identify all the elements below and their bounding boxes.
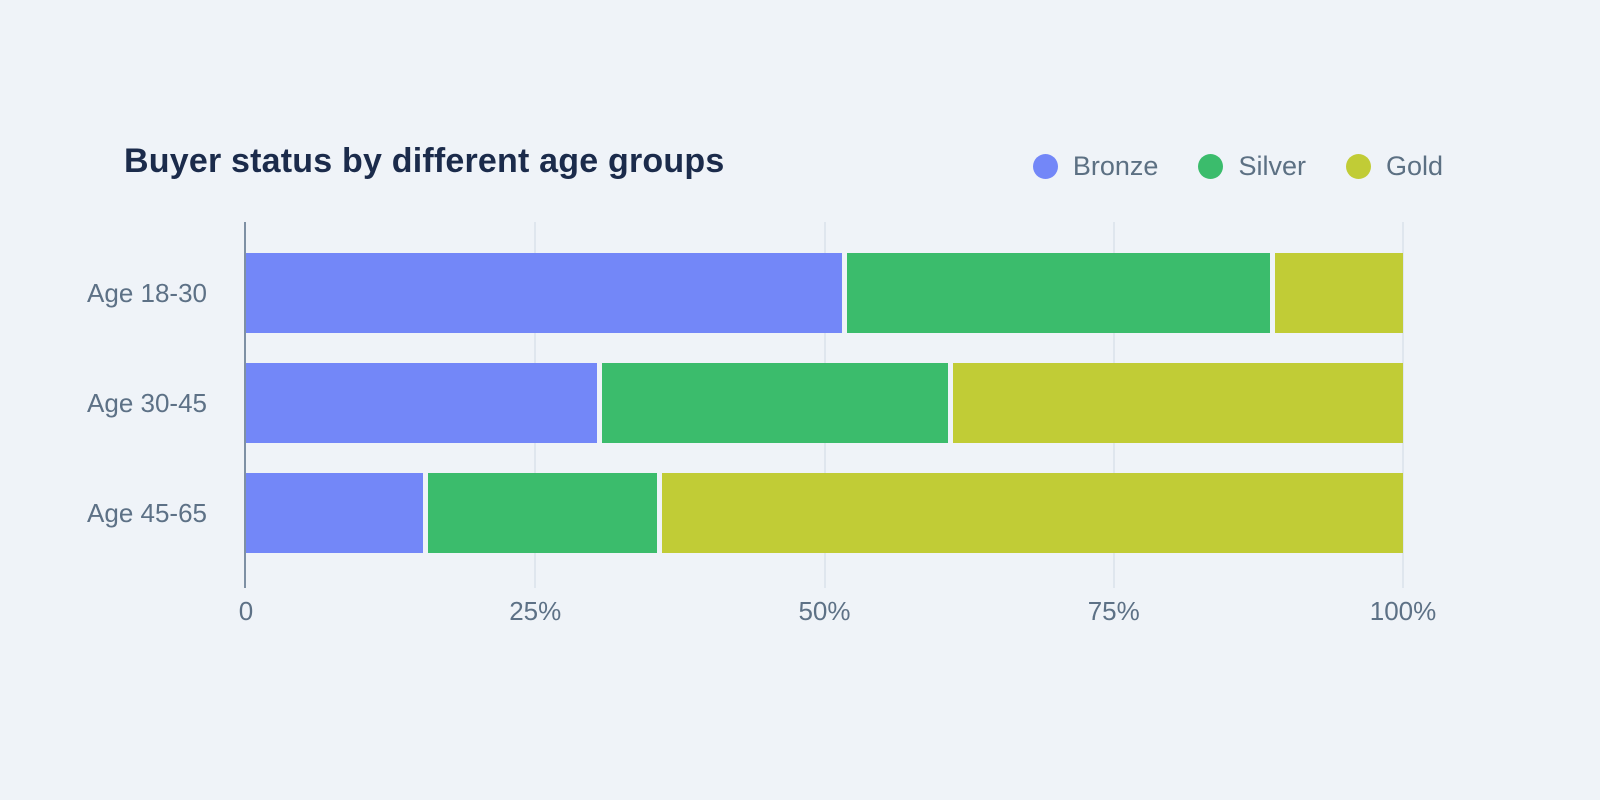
x-tick-label: 75% <box>1087 596 1140 626</box>
bar-segment-bronze[interactable] <box>246 253 842 333</box>
legend-label: Bronze <box>1072 151 1159 181</box>
x-tick-label: 0 <box>238 596 254 626</box>
bar-row-age-30-45: Age 30-45 <box>87 363 1403 443</box>
gridline-100 <box>1402 222 1404 588</box>
x-tick-label: 50% <box>798 596 851 626</box>
x-tick-label: 25% <box>509 596 562 626</box>
y-axis-line <box>244 222 246 588</box>
bar-segment-gold[interactable] <box>1269 253 1403 333</box>
x-tick-label: 100% <box>1369 596 1437 626</box>
bar-segment-bronze[interactable] <box>246 473 424 553</box>
legend-marker-circle-icon <box>1198 154 1224 179</box>
plot-area: 0 25% 50% 75% 100% Age 18-30 Age 30-45 Age 45-6… <box>87 222 1436 626</box>
chart-title: Buyer status by different age groups <box>124 142 725 180</box>
bar-segment-silver[interactable] <box>841 253 1270 333</box>
bar-segment-bronze[interactable] <box>246 363 597 443</box>
y-category-label: Age 45-65 <box>87 498 207 528</box>
bar-segment-silver[interactable] <box>596 363 949 443</box>
bar-row-age-45-65: Age 45-65 <box>87 473 1403 553</box>
bar-segment-gold[interactable] <box>948 363 1403 443</box>
legend-label: Silver <box>1238 151 1306 181</box>
legend-item-bronze[interactable]: Bronze <box>1032 151 1159 182</box>
bar-row-age-18-30: Age 18-30 <box>87 253 1403 333</box>
y-category-label: Age 18-30 <box>87 278 207 308</box>
bar-segment-gold[interactable] <box>656 473 1403 553</box>
legend-label: Gold <box>1385 151 1443 181</box>
legend: Bronze Silver Gold <box>1032 151 1443 182</box>
legend-item-gold[interactable]: Gold <box>1345 151 1443 182</box>
y-category-label: Age 30-45 <box>87 388 207 418</box>
bar-segment-silver[interactable] <box>423 473 657 553</box>
legend-marker-circle-icon <box>1345 154 1371 179</box>
legend-marker-circle-icon <box>1032 154 1058 179</box>
legend-item-silver[interactable]: Silver <box>1198 151 1306 182</box>
